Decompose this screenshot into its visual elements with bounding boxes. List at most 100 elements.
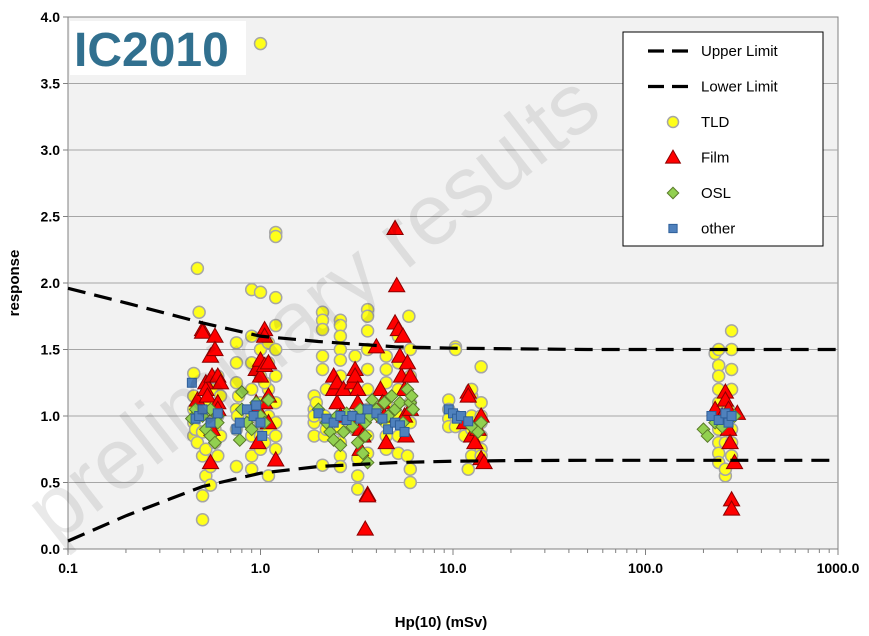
film-point [386,219,405,236]
legend-swatch [668,223,678,234]
film-point [721,433,740,450]
tld-point [360,324,375,338]
other-point [377,413,388,424]
osl-point [350,435,365,450]
tld-point [199,442,213,456]
other-point [328,417,339,428]
osl-point [700,428,715,443]
x-axis-label: Hp(10) (mSv) [395,614,488,631]
y-axis-label: response [6,250,23,317]
legend-swatch [664,149,682,164]
other-point [463,416,474,427]
x-tick-label: 100.0 [628,560,663,576]
osl-point [232,432,247,447]
film-point [251,366,270,383]
tld-point [261,469,276,483]
other-point [371,408,382,419]
legend-box [622,31,824,247]
film-point [465,433,484,450]
film-point [722,499,741,516]
tld-point [195,512,210,527]
film-point [201,453,220,470]
tld-point [229,459,244,474]
tld-point [474,360,488,374]
film-point [211,373,230,390]
other-point [251,400,262,411]
film-point [358,486,377,503]
tld-point [268,429,283,443]
x-tick-label: 10.0 [439,560,466,576]
y-tick-label: 3.5 [41,76,61,92]
osl-point [234,385,249,400]
tld-point [360,362,375,377]
tld-point [379,362,393,377]
chart-title: IC2010 [74,24,229,77]
upper-limit-line [67,286,838,352]
x-tick-label: 1000.0 [817,560,860,576]
film-point [377,433,396,450]
film-point [198,386,217,403]
other-point [399,426,410,437]
other-point [257,430,268,441]
y-tick-label: 0.5 [41,475,61,491]
x-tick-label: 1.0 [251,560,271,576]
osl-point [377,395,392,410]
tld-point [711,369,726,383]
tld-point [402,309,416,323]
legend-label: OSL [701,185,731,202]
x-tick-label: 0.1 [58,560,78,576]
osl-point [392,395,407,410]
y-tick-label: 2.5 [41,209,61,225]
tld-point [461,462,475,476]
tld-point [229,356,244,370]
tld-point [268,229,283,244]
other-point [313,408,324,419]
legend-swatch [666,115,680,129]
osl-point [261,393,276,408]
y-tick-label: 4.0 [41,9,61,25]
other-point [255,417,266,428]
y-tick-label: 1.5 [41,342,61,358]
tld-point [268,369,283,383]
y-tick-label: 0.0 [41,541,61,557]
legend-swatch [666,186,680,200]
tld-point [192,305,206,320]
tld-point [190,261,205,276]
film-point [259,353,278,370]
other-point [726,411,737,421]
tld-point [724,362,739,377]
data-series [184,36,747,536]
legend-label: TLD [701,114,730,131]
film-point [346,366,365,383]
film-point [394,327,412,343]
other-point [455,411,466,421]
film-point [193,323,212,339]
film-point [371,380,390,396]
tld-point [400,449,415,463]
film-point [266,450,285,467]
other-point [355,413,366,424]
tld-point [315,362,330,377]
tld-point [195,489,210,503]
film-point [205,340,224,357]
other-point [197,404,208,415]
tld-point [268,318,283,333]
tld-point [360,309,375,323]
film-point [398,353,417,370]
other-point [212,408,223,419]
tld-point [350,482,365,496]
film-point [401,366,420,383]
y-tick-label: 3.0 [41,142,61,158]
tld-point [315,322,330,337]
tld-point [315,349,330,363]
osl-point [358,428,373,443]
osl-point [336,424,351,439]
osl-point [333,438,348,453]
osl-point [404,389,419,404]
tld-point [229,336,244,350]
tld-point [268,342,283,357]
tld-point [253,36,268,51]
legend-item-lower-limit: Lower Limit [648,79,779,96]
series-osl [184,382,742,470]
